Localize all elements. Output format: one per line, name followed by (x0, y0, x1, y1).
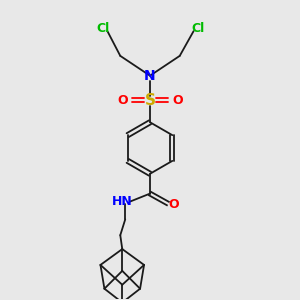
Text: Cl: Cl (191, 22, 204, 34)
Text: N: N (144, 69, 156, 83)
Text: Cl: Cl (97, 22, 110, 34)
Text: O: O (117, 94, 128, 107)
Text: O: O (169, 198, 179, 211)
Text: HN: HN (112, 195, 133, 208)
Text: S: S (145, 93, 155, 108)
Text: O: O (172, 94, 183, 107)
